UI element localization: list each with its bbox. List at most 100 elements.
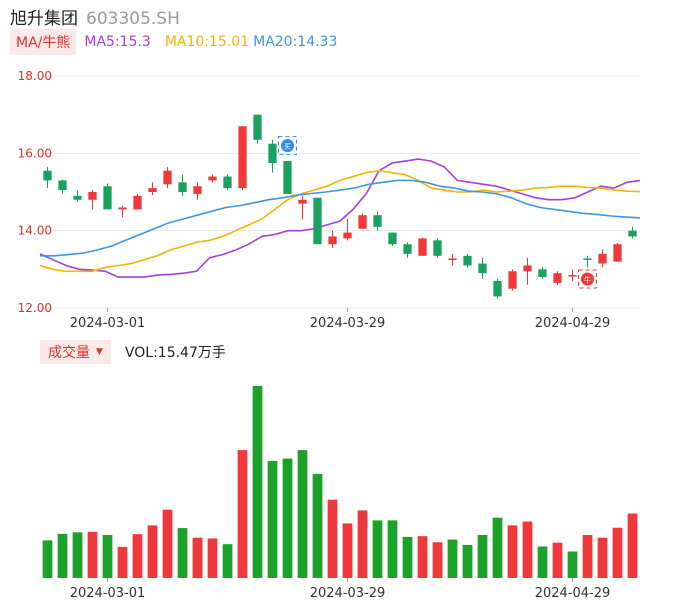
candlestick — [403, 242, 412, 258]
signal-frame — [278, 136, 297, 156]
price-y-axis: 12.00 14.00 16.00 18.00 — [18, 69, 52, 315]
candle-body — [268, 143, 277, 163]
signal-dot — [581, 272, 594, 286]
candlestick — [193, 182, 202, 200]
volume-bar — [417, 536, 428, 578]
volume-bar — [327, 499, 338, 578]
candlestick — [418, 237, 427, 256]
candle-body — [508, 271, 517, 289]
volume-bar — [102, 534, 113, 578]
volume-bar — [147, 525, 158, 578]
candle-body — [358, 215, 367, 229]
candle-body — [313, 197, 322, 245]
volume-x-axis: 2024-03-01 2024-03-29 2024-04-29 — [70, 578, 610, 601]
candlestick — [448, 253, 457, 266]
candlestick — [343, 219, 352, 241]
candlestick — [103, 183, 112, 210]
signal-label: 牛 — [584, 275, 591, 284]
candle-body — [568, 275, 577, 277]
candlestick — [163, 166, 172, 189]
volume-bar — [507, 525, 518, 578]
ma10-line — [39, 169, 641, 273]
candlestick — [58, 179, 67, 194]
ma10-legend: MA10:15.01 — [164, 34, 250, 50]
volume-bar — [177, 528, 188, 578]
candle-body — [73, 195, 82, 200]
candle-body — [598, 253, 607, 264]
candlestick — [388, 232, 397, 247]
candlestick — [373, 211, 382, 231]
candle-body — [433, 240, 442, 256]
y-tick-label: 18.00 — [18, 69, 52, 83]
candle-body — [448, 258, 457, 261]
volume-bar — [42, 540, 53, 578]
candle-body — [103, 186, 112, 210]
candlestick — [613, 243, 622, 262]
candle-body — [493, 280, 502, 297]
price-grid — [40, 75, 640, 309]
stock-header: 旭升集团 603305.SH — [10, 4, 180, 29]
x-tick-label: 2024-04-29 — [535, 316, 611, 331]
candle-body — [403, 244, 412, 254]
volume-value: VOL:15.47万手 — [124, 345, 226, 361]
candlestick — [268, 139, 277, 173]
candle-body — [328, 236, 337, 245]
candle-body — [373, 215, 382, 227]
candlestick — [253, 114, 262, 144]
volume-bar — [282, 458, 293, 578]
candlestick — [43, 166, 52, 189]
candle-body — [118, 207, 127, 210]
volume-bar — [57, 533, 68, 578]
candle-body — [388, 232, 397, 245]
candlestick — [478, 257, 487, 279]
candle-body — [208, 176, 217, 181]
volume-bar — [222, 544, 233, 578]
signal-dot — [281, 139, 294, 153]
candlestick — [208, 174, 217, 183]
candlestick — [463, 253, 472, 268]
volume-bar — [432, 542, 443, 578]
y-tick-label: 16.00 — [18, 146, 52, 160]
volume-bar — [582, 534, 593, 578]
bull-signal-icon: 牛 — [578, 269, 597, 289]
candlestick — [298, 195, 307, 220]
volume-bar — [462, 544, 473, 578]
volume-bar — [207, 538, 218, 578]
candlestick — [493, 279, 502, 299]
candlestick — [118, 205, 127, 218]
stock-name: 旭升集团 — [10, 9, 78, 29]
candle-body — [58, 180, 67, 191]
candle-body — [463, 255, 472, 266]
ma-indicator-selector[interactable]: MA/牛熊 — [10, 29, 77, 55]
signal-markers: 买牛 — [278, 136, 597, 289]
volume-bar — [357, 510, 368, 578]
candle-body — [43, 170, 52, 181]
candle-body — [343, 232, 352, 239]
volume-bar — [312, 473, 323, 578]
candle-body — [133, 195, 142, 210]
signal-frame — [578, 269, 597, 289]
buy-signal-icon: 买 — [278, 136, 297, 156]
candlestick — [433, 238, 442, 258]
volume-legend: 成交量 ▼ VOL:15.47万手 — [40, 340, 226, 364]
candlestick — [238, 126, 247, 191]
candlestick — [133, 193, 142, 210]
volume-bar — [342, 523, 353, 578]
volume-bar — [477, 534, 488, 578]
candlestick — [313, 197, 322, 245]
candlestick — [88, 190, 97, 210]
volume-bar — [117, 546, 128, 578]
candlestick — [223, 174, 232, 191]
volume-bar — [297, 450, 308, 578]
candlestick — [568, 269, 577, 281]
candle-body — [298, 199, 307, 204]
volume-bar — [627, 513, 638, 578]
x-tick-label: 2024-03-29 — [310, 316, 386, 331]
x-tick-label: 2024-03-29 — [310, 586, 386, 601]
volume-indicator-selector[interactable]: 成交量 ▼ — [40, 340, 111, 364]
candle-body — [253, 114, 262, 140]
volume-bar — [252, 386, 263, 578]
volume-bar — [192, 537, 203, 578]
candle-body — [148, 188, 157, 192]
